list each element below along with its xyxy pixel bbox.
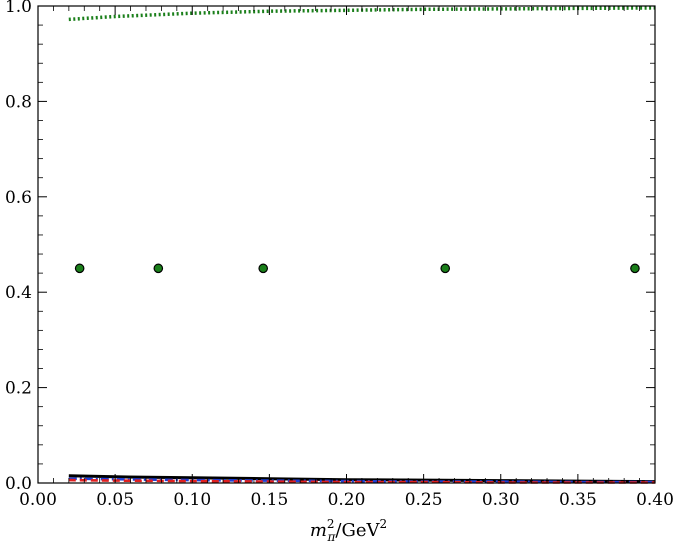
y-tick-label: 1.0 xyxy=(5,0,32,17)
x-tick-labels: 0.00 0.05 0.10 0.15 0.20 0.25 0.30 0.35 0.40 xyxy=(19,490,674,510)
x-axis-title: m2 π/GeV2 xyxy=(310,517,387,544)
y-tick-label: 0.4 xyxy=(5,283,32,303)
data-point xyxy=(440,263,451,274)
x-tick-label: 0.10 xyxy=(173,490,211,510)
y-tick-labels: 0.0 0.2 0.4 0.6 0.8 1.0 xyxy=(5,0,32,494)
data-point xyxy=(74,263,85,274)
y-tick-label: 0.2 xyxy=(5,379,32,399)
x-tick-label: 0.05 xyxy=(96,490,134,510)
data-point xyxy=(258,263,269,274)
x-tick-label: 0.00 xyxy=(19,490,57,510)
y-tick-label: 0.0 xyxy=(5,474,32,494)
series-line-dotted xyxy=(68,6,656,22)
data-point xyxy=(153,263,164,274)
x-tick-label: 0.25 xyxy=(405,490,443,510)
x-tick-label: 0.20 xyxy=(328,490,366,510)
axis-ticks xyxy=(37,5,656,484)
plot-frame xyxy=(37,5,656,484)
plot-markers xyxy=(74,263,640,274)
y-tick-label: 0.6 xyxy=(5,188,32,208)
data-point xyxy=(630,263,640,274)
x-tick-label: 0.30 xyxy=(482,490,520,510)
y-tick-label: 0.8 xyxy=(5,92,32,112)
plot-lines xyxy=(68,6,656,484)
x-tick-label: 0.40 xyxy=(636,490,674,510)
x-tick-label: 0.15 xyxy=(250,490,288,510)
x-tick-label: 0.35 xyxy=(559,490,597,510)
